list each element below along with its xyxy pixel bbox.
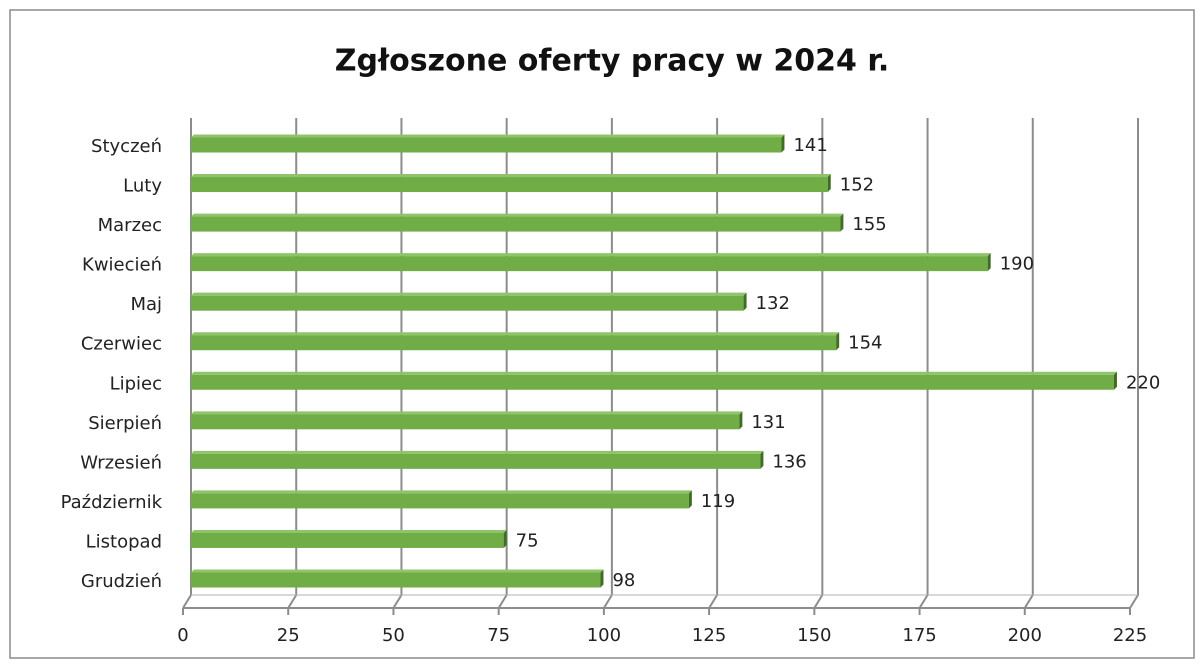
bar	[191, 453, 761, 469]
bar	[191, 374, 1114, 390]
bar-side	[600, 569, 604, 588]
value-label: 136	[772, 451, 806, 472]
x-tick-label: 25	[277, 625, 300, 646]
x-tick-label: 100	[587, 625, 621, 646]
bar	[191, 572, 601, 588]
bar	[191, 137, 782, 153]
y-tick-label: Maj	[130, 294, 162, 315]
bar-side	[739, 411, 743, 430]
y-tick-label: Sierpień	[88, 413, 162, 434]
value-label: 75	[516, 530, 539, 551]
bar	[191, 216, 841, 232]
value-label: 152	[840, 175, 874, 196]
bar-top	[191, 569, 604, 573]
y-tick-label: Grudzień	[81, 571, 162, 592]
bar-top	[191, 213, 844, 217]
bar-side	[840, 213, 844, 232]
value-label: 220	[1126, 372, 1160, 393]
value-label: 119	[701, 491, 735, 512]
bar	[191, 295, 744, 311]
y-tick-label: Styczeń	[91, 136, 162, 157]
bar-side	[743, 292, 747, 311]
value-label: 98	[612, 570, 635, 591]
value-label: 190	[1000, 254, 1034, 275]
bar-side	[760, 450, 764, 469]
x-tick-label: 125	[692, 625, 726, 646]
x-tick-label: 75	[487, 625, 510, 646]
x-tick-label: 200	[1008, 625, 1042, 646]
bar-side	[1113, 371, 1117, 390]
bar	[191, 335, 837, 351]
value-label: 155	[852, 214, 886, 235]
x-tick-label: 50	[382, 625, 405, 646]
value-label: 131	[751, 412, 785, 433]
y-tick-label: Luty	[123, 176, 162, 197]
bar-side	[987, 253, 991, 272]
bar-side	[836, 332, 840, 351]
bar-side	[503, 529, 507, 548]
bar-side	[827, 174, 831, 193]
bar	[191, 414, 740, 430]
y-tick-label: Wrzesień	[80, 452, 162, 473]
chart-title: Zgłoszone oferty pracy w 2024 r.	[335, 44, 890, 79]
y-tick-label: Marzec	[98, 215, 162, 236]
value-label: 132	[756, 293, 790, 314]
x-tick-label: 0	[177, 625, 188, 646]
value-label: 141	[793, 135, 827, 156]
bar	[191, 256, 988, 272]
bar-top	[191, 450, 764, 454]
bar-top	[191, 292, 747, 296]
bar-top	[191, 529, 507, 533]
bar	[191, 177, 828, 193]
bar	[191, 532, 504, 548]
bar-side	[781, 134, 785, 153]
bar-top	[191, 253, 991, 257]
bar-top	[191, 332, 840, 336]
x-tick-label: 150	[797, 625, 831, 646]
x-tick-label: 175	[902, 625, 936, 646]
bar-top	[191, 134, 785, 138]
x-tick-label: 225	[1113, 625, 1147, 646]
y-tick-label: Listopad	[86, 531, 162, 552]
bar-top	[191, 371, 1117, 375]
y-tick-label: Kwiecień	[82, 255, 162, 276]
bar-side	[688, 490, 692, 509]
bar-top	[191, 490, 692, 494]
value-label: 154	[848, 333, 882, 354]
bar-top	[191, 174, 831, 178]
y-tick-label: Lipiec	[110, 373, 162, 394]
y-tick-label: Październik	[61, 492, 163, 513]
bar	[191, 493, 689, 509]
bar-top	[191, 411, 743, 415]
y-tick-label: Czerwiec	[81, 334, 162, 355]
